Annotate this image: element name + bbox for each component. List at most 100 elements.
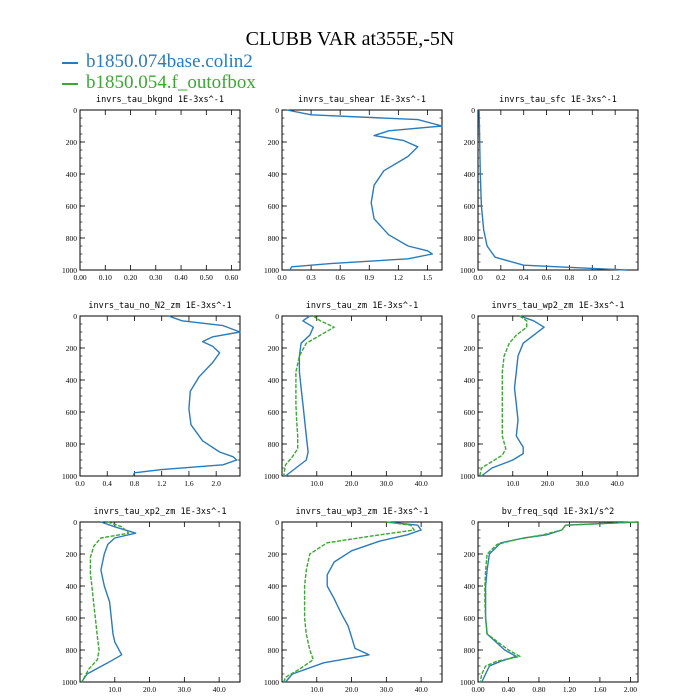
plot-frame-1 — [79, 109, 241, 271]
x-tick-label: 0.0 — [473, 273, 483, 282]
panel-8: invrs_tau_wp3_zm 1E-3xs^-1 0 200 400 600 800 1… — [264, 507, 443, 694]
x-tick-label: 10.0 — [108, 685, 121, 694]
y-tick-label: 200 — [268, 138, 280, 147]
x-tick-label: 2.0 — [211, 479, 221, 488]
panel-title-6: invrs_tau_wp2_zm 1E-3xs^-1 — [491, 301, 624, 311]
y-tick-label: 0 — [73, 518, 77, 527]
y-tick-label: 200 — [66, 550, 78, 559]
y-tick-label: 800 — [464, 234, 476, 243]
y-tick-label: 800 — [66, 234, 78, 243]
x-tick-label: 20.0 — [143, 685, 156, 694]
y-tick-label: 800 — [268, 440, 280, 449]
y-tick-label: 400 — [464, 170, 476, 179]
x-tick-label: 0.40 — [502, 685, 515, 694]
y-tick-label: 800 — [66, 440, 78, 449]
y-tick-label: 800 — [464, 646, 476, 655]
y-tick-label: 600 — [464, 202, 476, 211]
y-tick-label: 600 — [268, 408, 280, 417]
panel-3: invrs_tau_sfc 1E-3xs^-1 0 200 400 600 800 1000… — [460, 95, 639, 282]
x-tick-label: 0.6 — [542, 273, 552, 282]
y-tick-label: 200 — [464, 138, 476, 147]
y-tick-label: 1000 — [264, 472, 279, 481]
x-tick-label: 1.5 — [423, 273, 433, 282]
plot-frame-8 — [281, 521, 443, 683]
x-tick-label: 0.50 — [200, 273, 213, 282]
x-tick-label: 1.2 — [157, 479, 167, 488]
x-tick-label: 30.0 — [178, 685, 191, 694]
panel-title-3: invrs_tau_sfc 1E-3xs^-1 — [499, 95, 617, 105]
x-tick-label: 0.2 — [496, 273, 506, 282]
x-tick-label: 30.0 — [576, 479, 589, 488]
y-tick-label: 400 — [268, 170, 280, 179]
x-tick-label: 20.0 — [345, 479, 358, 488]
x-tick-label: 1.6 — [184, 479, 194, 488]
y-tick-label: 200 — [66, 344, 78, 353]
y-tick-label: 600 — [464, 614, 476, 623]
x-tick-label: 0.4 — [103, 479, 113, 488]
series-line-2 — [479, 521, 639, 683]
panel-title-5: invrs_tau_zm 1E-3xs^-1 — [306, 301, 419, 311]
x-tick-label: 1.2 — [394, 273, 404, 282]
y-tick-label: 400 — [66, 376, 78, 385]
y-tick-label: 0 — [275, 518, 279, 527]
panel-1: invrs_tau_bkgnd 1E-3xs^-1 0 200 400 600 800 10… — [62, 95, 241, 282]
legend-label-2: b1850.054.f_outofbox — [86, 72, 256, 93]
y-tick-label: 200 — [268, 550, 280, 559]
panel-9: bv_freq_sqd 1E-3x1/s^2020040060080010000… — [460, 507, 639, 694]
x-tick-label: 40.0 — [415, 685, 428, 694]
series-line-1 — [132, 315, 241, 477]
x-tick-label: 2.00 — [624, 685, 637, 694]
x-tick-label: 0.30 — [149, 273, 162, 282]
x-tick-label: 20.0 — [541, 479, 554, 488]
panel-title-9: bv_freq_sqd 1E-3x1/s^2 — [502, 507, 615, 517]
panel-4: invrs_tau_no_N2_zm 1E-3xs^-1 0 200 400 600 80… — [62, 301, 241, 488]
y-tick-label: 1000 — [460, 678, 475, 687]
y-tick-label: 600 — [66, 202, 78, 211]
x-tick-label: 0.60 — [225, 273, 238, 282]
x-tick-label: 1.60 — [593, 685, 606, 694]
y-tick-label: 1000 — [264, 678, 279, 687]
y-tick-label: 0 — [471, 106, 475, 115]
panel-title-7: invrs_tau_xp2_zm 1E-3xs^-1 — [93, 507, 226, 517]
series-line-1 — [81, 521, 137, 683]
series-line-1 — [481, 315, 545, 477]
x-tick-label: 40.0 — [611, 479, 624, 488]
x-tick-label: 0.8 — [130, 479, 140, 488]
plot-frame-5 — [281, 315, 443, 477]
plot-frame-4 — [79, 315, 241, 477]
y-tick-label: 1000 — [460, 266, 475, 275]
y-tick-label: 400 — [464, 582, 476, 591]
panel-title-1: invrs_tau_bkgnd 1E-3xs^-1 — [96, 95, 224, 105]
x-tick-label: 0.00 — [471, 685, 484, 694]
y-tick-label: 400 — [66, 582, 78, 591]
y-tick-label: 400 — [268, 376, 280, 385]
y-tick-label: 600 — [66, 408, 78, 417]
y-tick-label: 200 — [66, 138, 78, 147]
x-tick-label: 0.0 — [75, 479, 85, 488]
plot-frame-2 — [281, 109, 443, 271]
x-tick-label: 10.0 — [506, 479, 519, 488]
x-tick-label: 40.0 — [213, 685, 226, 694]
y-tick-label: 800 — [268, 646, 280, 655]
legend-entry-1: b1850.074base.colin2 — [62, 52, 253, 72]
series-line-1 — [284, 521, 422, 683]
x-tick-label: 1.20 — [563, 685, 576, 694]
y-tick-label: 800 — [464, 440, 476, 449]
chart-title: CLUBB VAR at355E,-5N — [245, 28, 455, 50]
x-tick-label: 0.4 — [519, 273, 529, 282]
plot-frame-7 — [79, 521, 241, 683]
plot-frame-6 — [477, 315, 639, 477]
x-tick-label: 30.0 — [380, 479, 393, 488]
x-tick-label: 10.0 — [310, 479, 323, 488]
x-tick-label: 0.40 — [174, 273, 187, 282]
panel-title-4: invrs_tau_no_N2_zm 1E-3xs^-1 — [88, 301, 231, 311]
y-tick-label: 1000 — [62, 678, 77, 687]
x-tick-label: 0.9 — [365, 273, 375, 282]
y-tick-label: 0 — [73, 312, 77, 321]
series-line-1 — [285, 315, 314, 477]
panel-2: invrs_tau_shear 1E-3xs^-1 0 200 400 600 800 10… — [264, 95, 443, 282]
series-line-1 — [286, 109, 443, 271]
x-tick-label: 0.8 — [565, 273, 575, 282]
legend-swatch-2 — [62, 82, 78, 85]
